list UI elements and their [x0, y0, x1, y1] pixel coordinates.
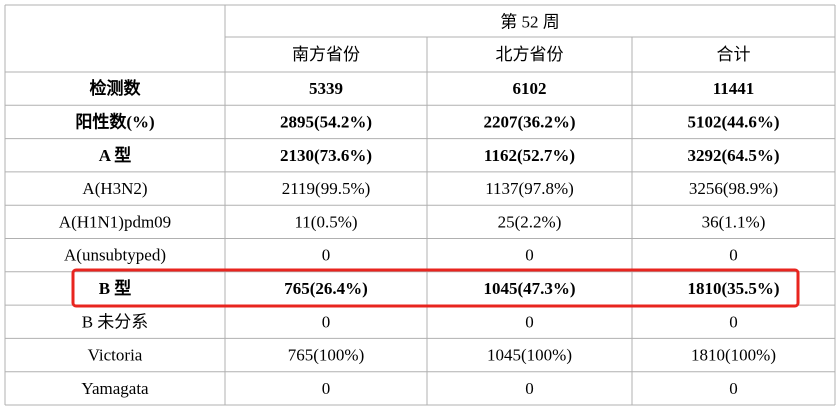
table-cell: 3292(64.5%): [687, 146, 779, 165]
table-cell: 1045(100%): [487, 346, 572, 365]
row-label: Yamagata: [81, 379, 149, 398]
table-cell: 1162(52.7%): [484, 146, 575, 165]
table-cell: 0: [729, 246, 738, 265]
row-label: 检测数: [90, 78, 142, 98]
table-cell: 2130(73.6%): [280, 146, 372, 165]
column-header: 北方省份: [496, 45, 564, 64]
table-cell: 2119(99.5%): [282, 179, 371, 198]
row-label: Victoria: [88, 346, 143, 365]
table-cell: 765(100%): [288, 346, 364, 365]
row-label: B 型: [99, 278, 132, 298]
table-cell: 765(26.4%): [284, 279, 368, 298]
table-cell: 1810(100%): [691, 346, 776, 365]
table-cell: 0: [525, 379, 534, 398]
highlight-box: [71, 268, 800, 308]
table-cell: 1810(35.5%): [687, 279, 779, 298]
column-header: 南方省份: [292, 45, 360, 64]
table-cell: 0: [729, 312, 738, 331]
table-cell: 25(2.2%): [498, 212, 562, 231]
table-title: 第 52 周: [500, 13, 560, 32]
row-label: A(H1N1)pdm09: [59, 212, 171, 231]
table-cell: 5102(44.6%): [687, 112, 779, 131]
table-cell: 1137(97.8%): [485, 179, 574, 198]
row-label: 阳性数(%): [75, 111, 154, 131]
table-cell: 5339: [309, 79, 343, 98]
table-cell: 2207(36.2%): [483, 112, 575, 131]
table-cell: 11441: [713, 79, 755, 98]
table-cell: 6102: [513, 79, 547, 98]
table-cell: 0: [322, 246, 331, 265]
table-cell: 2895(54.2%): [280, 112, 372, 131]
table-cell: 36(1.1%): [702, 212, 766, 231]
table-cell: 0: [322, 312, 331, 331]
table-cell: 1045(47.3%): [483, 279, 575, 298]
column-header: 合计: [717, 45, 751, 64]
table-cell: 11(0.5%): [294, 212, 357, 231]
row-label: A(unsubtyped): [64, 246, 166, 265]
table-cell: 0: [322, 379, 331, 398]
table-cell: 0: [525, 312, 534, 331]
row-label: A(H3N2): [82, 179, 147, 198]
row-label: B 未分系: [82, 312, 149, 331]
row-label: A 型: [99, 145, 132, 165]
table-cell: 0: [729, 379, 738, 398]
table-cell: 0: [525, 246, 534, 265]
table-cell: 3256(98.9%): [689, 179, 778, 198]
